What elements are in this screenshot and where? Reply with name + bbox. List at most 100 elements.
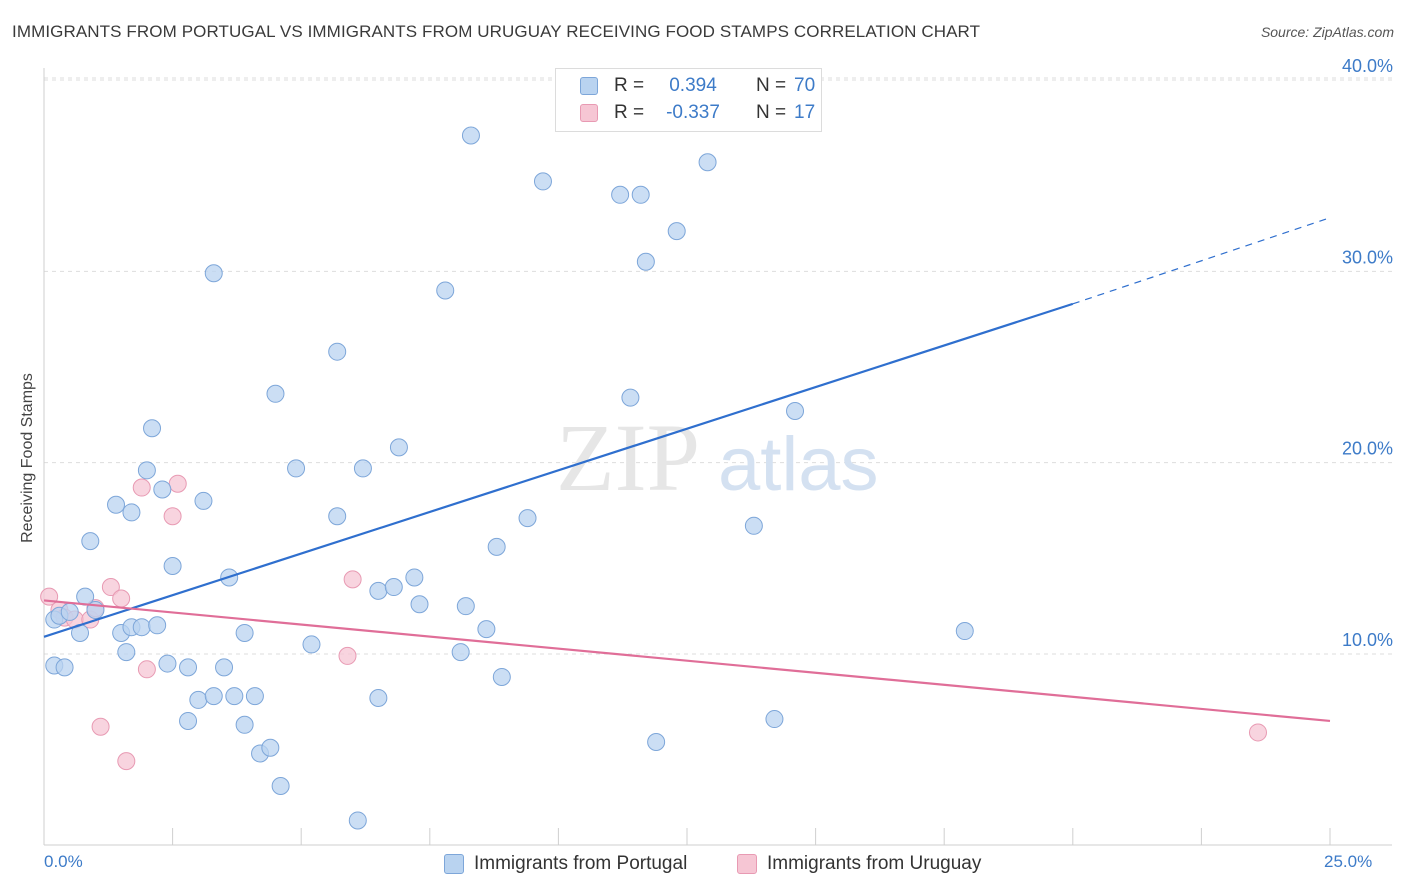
portugal-point	[786, 402, 805, 421]
portugal-point	[117, 643, 136, 662]
portugal-point	[194, 491, 213, 510]
portugal-point	[302, 635, 321, 654]
portugal-point	[148, 616, 167, 635]
portugal-point	[405, 568, 424, 587]
legend-uruguay-swatch	[737, 854, 757, 874]
portugal-point	[179, 711, 198, 730]
portugal-point	[353, 459, 372, 478]
uruguay-n-label: N =	[756, 102, 787, 123]
grid-lines	[44, 77, 1392, 655]
portugal-point	[107, 495, 126, 514]
portugal-point	[631, 185, 650, 204]
portugal-point	[647, 733, 666, 752]
portugal-point	[698, 153, 717, 172]
legend-portugal-swatch	[444, 854, 464, 874]
portugal-point	[389, 438, 408, 457]
portugal-point	[143, 419, 162, 438]
portugal-point	[765, 710, 784, 729]
legend-uruguay-label: Immigrants from Uruguay	[767, 853, 982, 874]
portugal-point	[189, 690, 208, 709]
portugal-point	[744, 516, 763, 535]
uruguay-point	[132, 478, 151, 497]
uruguay-point	[112, 589, 131, 608]
portugal-point	[132, 618, 151, 637]
portugal-point	[261, 738, 280, 757]
portugal-n-label: N =	[756, 75, 787, 96]
watermark-zip: ZIP	[556, 404, 700, 511]
portugal-r-label: R =	[614, 75, 645, 96]
portugal-point	[60, 602, 79, 621]
uruguay-point	[91, 717, 110, 736]
portugal-point	[215, 658, 234, 677]
legend-item-uruguay[interactable]: Immigrants from Uruguay	[737, 852, 981, 876]
uruguay-n-value: 17	[794, 102, 816, 123]
portugal-point	[410, 595, 429, 614]
portugal-point	[461, 126, 480, 145]
portugal-point	[153, 480, 172, 499]
portugal-swatch	[580, 77, 598, 95]
portugal-point	[667, 222, 686, 241]
portugal-n-value: 70	[794, 75, 816, 96]
portugal-point	[122, 503, 141, 522]
portugal-point	[137, 461, 156, 480]
portugal-points	[45, 76, 974, 830]
portugal-point	[518, 509, 537, 528]
portugal-point	[436, 281, 455, 300]
uruguay-r-label: R =	[614, 102, 645, 123]
portugal-point	[225, 687, 244, 706]
portugal-point	[55, 658, 74, 677]
portugal-point	[266, 384, 285, 403]
legend-item-portugal[interactable]: Immigrants from Portugal	[444, 852, 687, 876]
portugal-point	[477, 620, 496, 639]
portugal-point	[621, 388, 640, 407]
y-tick-label: 20.0%	[1342, 439, 1393, 459]
x-tick-label-max: 25.0%	[1324, 852, 1373, 871]
uruguay-point	[117, 752, 136, 771]
uruguay-point	[343, 570, 362, 589]
y-tick-label: 10.0%	[1342, 630, 1393, 650]
portugal-point	[235, 715, 254, 734]
axes	[43, 68, 1392, 846]
uruguay-points	[40, 474, 1267, 771]
source-label: Source: ZipAtlas.com	[1260, 24, 1394, 40]
portugal-point	[348, 811, 367, 830]
watermark-atlas: atlas	[718, 422, 879, 507]
uruguay-point	[168, 474, 187, 493]
x-ticks	[43, 828, 1331, 845]
uruguay-r-value: -0.337	[666, 102, 720, 123]
y-tick-label: 40.0%	[1342, 56, 1393, 76]
legend-portugal-label: Immigrants from Portugal	[474, 853, 688, 874]
portugal-point	[158, 654, 177, 673]
portugal-point	[179, 658, 198, 677]
portugal-trendline-extension	[1072, 217, 1331, 305]
uruguay-point	[101, 578, 120, 597]
portugal-point	[369, 689, 388, 708]
portugal-trendline	[43, 302, 1074, 638]
portugal-point	[611, 185, 630, 204]
correlation-stats-box: R = 0.394 N = 70 R = -0.337 N = 17	[555, 68, 822, 132]
chart-title: IMMIGRANTS FROM PORTUGAL VS IMMIGRANTS F…	[12, 22, 981, 41]
portugal-point	[81, 532, 100, 551]
portugal-point	[271, 777, 290, 796]
uruguay-point	[338, 646, 357, 665]
portugal-point	[369, 581, 388, 600]
portugal-point	[533, 172, 552, 191]
y-tick-labels: 10.0% 20.0% 30.0% 40.0%	[1342, 56, 1393, 650]
portugal-r-value: 0.394	[669, 75, 717, 96]
uruguay-trendline	[43, 599, 1331, 723]
portugal-point	[245, 687, 264, 706]
watermark: ZIP atlas	[556, 404, 879, 511]
portugal-point	[451, 643, 470, 662]
x-tick-label-min: 0.0%	[44, 852, 83, 871]
y-tick-label: 30.0%	[1342, 247, 1393, 267]
portugal-point	[328, 342, 347, 361]
portugal-point	[456, 597, 475, 616]
portugal-point	[204, 264, 223, 283]
portugal-point	[955, 622, 974, 641]
portugal-point	[328, 507, 347, 526]
uruguay-point	[137, 660, 156, 679]
portugal-point	[287, 459, 306, 478]
trendlines	[43, 217, 1331, 723]
uruguay-point	[163, 507, 182, 526]
